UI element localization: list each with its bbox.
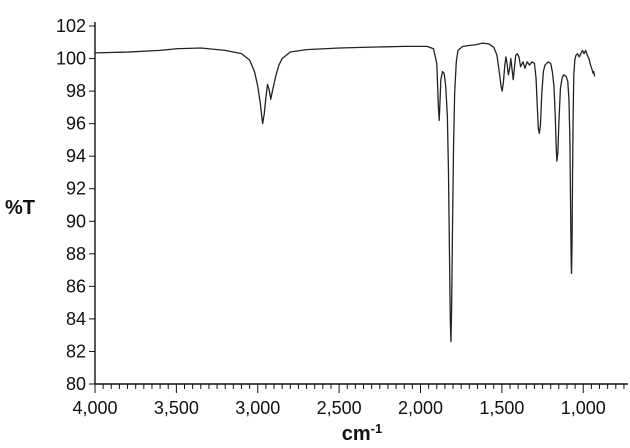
plot-area <box>94 42 596 343</box>
x-tick-label: 2,000 <box>398 398 443 418</box>
y-tick-label: 80 <box>66 374 86 394</box>
x-tick-label: 4,000 <box>72 398 117 418</box>
x-tick-label: 1,000 <box>561 398 606 418</box>
y-tick-label: 82 <box>66 341 86 361</box>
y-tick-label: 84 <box>66 309 86 329</box>
y-tick-label: 92 <box>66 179 86 199</box>
y-tick-label: 102 <box>56 16 86 36</box>
spectrum-line <box>94 42 596 343</box>
chart-axes <box>94 22 628 385</box>
y-axis-ticks: 80 82 84 86 88 90 92 94 96 98 100 102 <box>56 16 95 394</box>
y-tick-label: 88 <box>66 244 86 264</box>
x-tick-label: 3,500 <box>154 398 199 418</box>
x-tick-label: 3,000 <box>235 398 280 418</box>
y-tick-label: 94 <box>66 146 86 166</box>
y-tick-label: 98 <box>66 81 86 101</box>
y-tick-label: 86 <box>66 276 86 296</box>
x-tick-label: 2,500 <box>317 398 362 418</box>
x-axis-ticks: 4,000 3,500 3,000 2,500 2,000 1,500 1,000 <box>72 384 625 418</box>
y-axis-title: %T <box>5 197 35 219</box>
x-axis-title: cm-1 <box>342 421 382 445</box>
x-tick-label: 1,500 <box>479 398 524 418</box>
x-axis-title-unit: cm <box>342 423 371 445</box>
x-axis-title-superscript: -1 <box>371 421 383 436</box>
y-tick-label: 100 <box>56 49 86 69</box>
y-tick-label: 90 <box>66 211 86 231</box>
y-tick-label: 96 <box>66 114 86 134</box>
